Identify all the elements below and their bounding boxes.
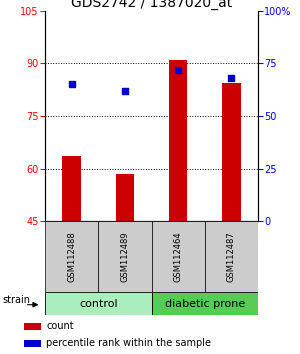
Text: control: control xyxy=(79,298,118,309)
Point xyxy=(122,88,127,93)
Text: count: count xyxy=(46,321,74,331)
Point xyxy=(176,67,181,73)
Text: GSM112488: GSM112488 xyxy=(67,231,76,282)
Point xyxy=(69,81,74,87)
FancyBboxPatch shape xyxy=(152,292,258,315)
Bar xyxy=(169,60,188,221)
FancyBboxPatch shape xyxy=(205,221,258,292)
Bar xyxy=(24,323,40,330)
FancyBboxPatch shape xyxy=(98,221,152,292)
Text: GSM112489: GSM112489 xyxy=(120,231,129,282)
Bar xyxy=(222,82,241,221)
Title: GDS2742 / 1387020_at: GDS2742 / 1387020_at xyxy=(71,0,232,10)
FancyBboxPatch shape xyxy=(45,292,152,315)
Text: diabetic prone: diabetic prone xyxy=(165,298,245,309)
Bar xyxy=(116,174,134,221)
FancyBboxPatch shape xyxy=(152,221,205,292)
Bar xyxy=(24,340,40,347)
FancyBboxPatch shape xyxy=(45,221,98,292)
Text: strain: strain xyxy=(2,295,30,305)
Bar xyxy=(62,156,81,221)
Text: GSM112464: GSM112464 xyxy=(174,231,183,282)
Point xyxy=(229,75,234,81)
Text: GSM112487: GSM112487 xyxy=(227,231,236,282)
Text: percentile rank within the sample: percentile rank within the sample xyxy=(46,338,211,348)
